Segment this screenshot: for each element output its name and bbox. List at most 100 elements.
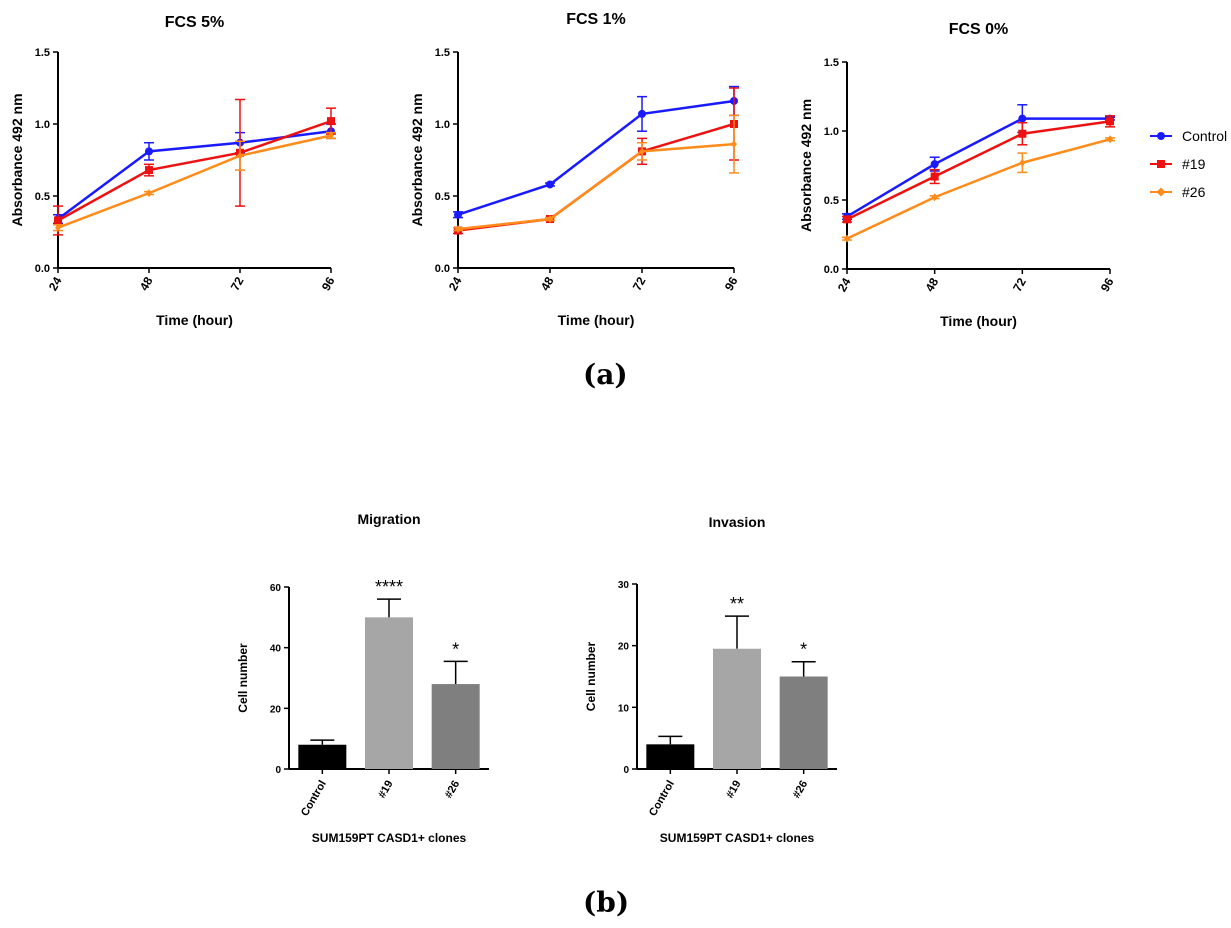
y-tick-label: 0.0 <box>35 263 50 275</box>
series-line <box>57 134 332 229</box>
x-tick-label: #26 <box>443 779 463 801</box>
panel-label-a: (a) <box>583 358 628 391</box>
data-point <box>145 147 153 156</box>
legend-label: #26 <box>1182 184 1206 200</box>
chart-title: Invasion <box>709 514 766 530</box>
series-clone-26 <box>842 135 1115 243</box>
x-tick-label: 72 <box>630 274 649 293</box>
y-tick-label: 1.5 <box>435 47 450 59</box>
legend-item-26: #26 <box>1150 182 1227 210</box>
data-point <box>455 225 461 234</box>
y-tick-label: 0 <box>623 765 629 776</box>
chart-3: FCS 0% 0.0 0.5 1.0 1.5 Absorbance 492 nm 24 48 7… <box>798 21 1117 329</box>
data-point <box>54 216 62 225</box>
y-axis-label: Absorbance 492 nm <box>409 93 425 226</box>
bar <box>779 676 828 769</box>
y-tick-label: 0.5 <box>824 195 839 207</box>
y-axis-label: Cell number <box>584 642 598 712</box>
series-clone-26 <box>453 114 739 234</box>
y-tick-label: 1.0 <box>824 126 839 138</box>
data-point <box>145 166 153 175</box>
chart-title: Migration <box>358 511 421 527</box>
significance-label: * <box>800 640 807 660</box>
x-axis-label: Time (hour) <box>558 312 635 328</box>
y-tick-label: 1.5 <box>824 57 839 69</box>
x-tick-label: #19 <box>376 779 396 801</box>
y-tick-label: 0.5 <box>35 191 50 203</box>
data-point <box>1107 135 1113 144</box>
y-tick-label: 60 <box>270 583 282 594</box>
data-point <box>327 117 335 126</box>
data-point <box>547 215 553 224</box>
y-tick-label: 40 <box>270 644 282 655</box>
series-line <box>846 120 1111 221</box>
data-point <box>328 131 334 140</box>
x-axis-label: SUM159PT CASD1+ clones <box>312 831 467 845</box>
chart-2: FCS 1% 0.0 0.5 1.0 1.5 Absorbance 492 nm 24 48 7… <box>409 11 741 328</box>
y-axis-label: Absorbance 492 nm <box>9 93 25 226</box>
x-tick-label: 72 <box>228 274 247 293</box>
series-line <box>457 142 735 231</box>
x-tick-label: Control <box>647 779 677 819</box>
y-tick-label: 20 <box>618 642 630 653</box>
y-tick-label: 20 <box>270 704 282 715</box>
x-tick-label: 24 <box>835 275 854 294</box>
series-clone-19 <box>453 87 739 235</box>
x-tick-label: 24 <box>46 274 65 293</box>
x-axis-label: Time (hour) <box>156 312 233 328</box>
data-point <box>1106 117 1114 126</box>
data-point <box>844 234 850 243</box>
data-point <box>931 193 938 202</box>
data-point <box>1018 114 1027 123</box>
series-control <box>842 104 1115 221</box>
chart-title: FCS 0% <box>949 21 1009 38</box>
y-tick-label: 10 <box>618 703 630 714</box>
x-tick-label: 48 <box>538 274 557 293</box>
y-axis-label: Absorbance 492 nm <box>798 99 814 232</box>
data-point <box>1018 129 1027 138</box>
significance-label: ** <box>730 594 744 614</box>
chart-5: Invasion 0 10 20 30 Cell number Control ** #19 * #… <box>584 514 837 845</box>
y-axis-label: Cell number <box>236 643 250 713</box>
series-line <box>846 138 1111 240</box>
bar <box>298 744 347 769</box>
x-tick-label: #19 <box>724 779 744 801</box>
significance-label: **** <box>375 577 403 597</box>
chart-title: FCS 5% <box>165 14 225 31</box>
bar <box>646 744 695 769</box>
bar <box>713 648 761 769</box>
x-tick-label: 72 <box>1010 275 1029 294</box>
legend-item-control: Control <box>1150 126 1227 154</box>
x-tick-label: 96 <box>319 274 338 293</box>
series-line <box>457 99 735 216</box>
x-tick-label: 24 <box>446 274 465 293</box>
y-tick-label: 1.0 <box>35 119 50 131</box>
y-tick-label: 0.5 <box>435 191 450 203</box>
circle-marker-icon <box>1157 132 1165 140</box>
x-tick-label: 48 <box>922 275 941 294</box>
x-tick-label: 96 <box>1098 275 1117 294</box>
x-tick-label: Control <box>299 779 329 819</box>
x-axis-label: Time (hour) <box>940 313 1017 329</box>
data-point <box>639 147 645 156</box>
y-tick-label: 1.0 <box>435 119 450 131</box>
data-point <box>731 140 737 149</box>
legend: Control #19 #26 <box>1150 126 1227 210</box>
legend-label: #19 <box>1182 156 1206 172</box>
x-tick-label: #26 <box>791 779 811 801</box>
bar <box>365 617 413 769</box>
x-tick-label: 48 <box>137 274 156 293</box>
data-point <box>146 189 152 198</box>
square-marker-icon <box>1157 160 1165 168</box>
data-point <box>1019 158 1026 167</box>
panel-label-b: (b) <box>583 886 630 919</box>
series-line <box>57 119 332 222</box>
series-clone-19 <box>842 115 1115 224</box>
chart-1: FCS 5% 0.0 0.5 1.0 1.5 Absorbance 492 nm 24 48 7… <box>9 14 338 328</box>
data-point <box>638 109 646 118</box>
chart-4: Migration 0 20 40 60 Cell number Control **** #1… <box>236 511 489 845</box>
series-clone-26 <box>53 131 336 232</box>
bar <box>431 684 480 769</box>
chart-title: FCS 1% <box>566 11 626 28</box>
